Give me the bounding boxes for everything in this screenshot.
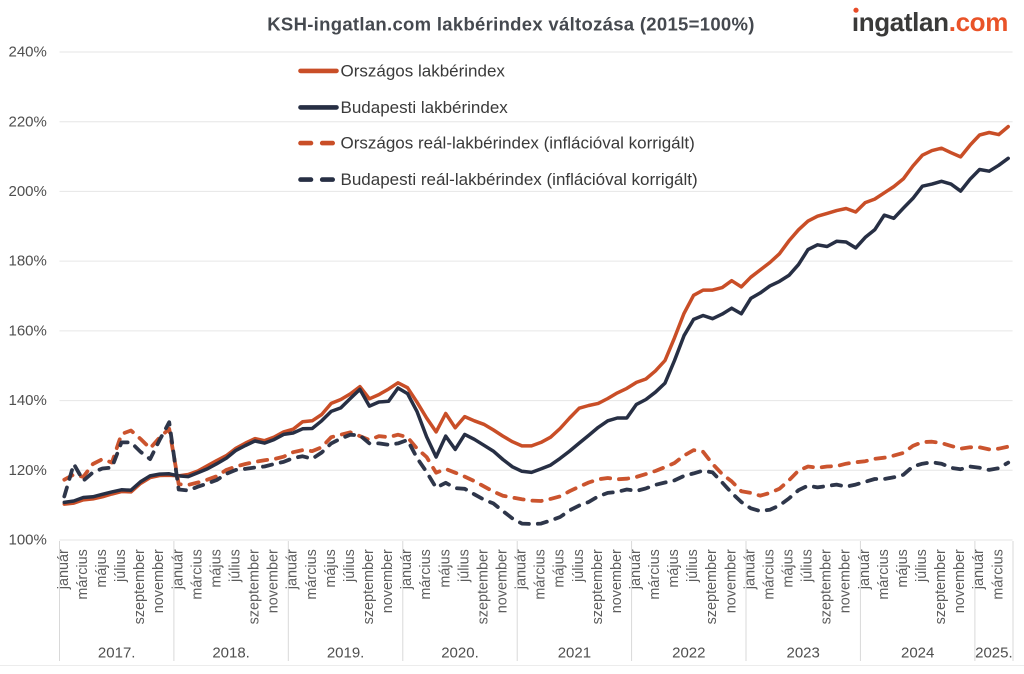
svg-text:2018.: 2018. xyxy=(212,645,250,662)
svg-text:Országos reál-lakbérindex (inf: Országos reál-lakbérindex (inflációval k… xyxy=(341,134,695,153)
svg-text:május: május xyxy=(781,549,797,587)
svg-text:május: május xyxy=(208,549,224,587)
svg-text:március: március xyxy=(418,549,434,599)
svg-text:január: január xyxy=(742,549,758,590)
svg-text:200%: 200% xyxy=(9,183,47,200)
svg-text:május: május xyxy=(666,549,682,587)
svg-text:ingatlan.com: ingatlan.com xyxy=(852,7,1008,37)
svg-text:2020.: 2020. xyxy=(441,645,479,662)
svg-text:január: január xyxy=(628,549,644,590)
svg-text:Országos lakbérindex: Országos lakbérindex xyxy=(341,61,506,80)
svg-text:január: január xyxy=(399,549,415,590)
svg-text:január: január xyxy=(170,549,186,590)
svg-text:szeptember: szeptember xyxy=(819,549,835,624)
svg-text:január: január xyxy=(285,549,301,590)
svg-text:2021: 2021 xyxy=(558,645,591,662)
svg-text:július: július xyxy=(800,549,816,583)
svg-text:szeptember: szeptember xyxy=(933,549,949,624)
svg-text:május: május xyxy=(552,549,568,587)
svg-text:november: november xyxy=(151,549,167,613)
svg-text:szeptember: szeptember xyxy=(475,549,491,624)
svg-text:március: március xyxy=(304,549,320,599)
svg-text:180%: 180% xyxy=(9,253,47,270)
svg-text:Budapesti lakbérindex: Budapesti lakbérindex xyxy=(341,98,509,117)
svg-text:május: május xyxy=(323,549,339,587)
svg-text:július: július xyxy=(456,549,472,583)
svg-text:Budapesti reál-lakbérindex (in: Budapesti reál-lakbérindex (inflációval … xyxy=(341,170,698,189)
svg-text:március: március xyxy=(75,549,91,599)
svg-text:2024: 2024 xyxy=(901,645,934,662)
svg-text:KSH-ingatlan.com lakbérindex v: KSH-ingatlan.com lakbérindex változása (… xyxy=(267,13,754,34)
svg-text:2025.: 2025. xyxy=(975,645,1013,662)
svg-text:szeptember: szeptember xyxy=(132,549,148,624)
svg-text:január: január xyxy=(56,549,72,590)
svg-text:160%: 160% xyxy=(9,323,47,340)
svg-text:november: november xyxy=(266,549,282,613)
svg-text:január: január xyxy=(971,549,987,590)
svg-text:január: január xyxy=(857,549,873,590)
svg-text:szeptember: szeptember xyxy=(247,549,263,624)
svg-text:140%: 140% xyxy=(9,392,47,409)
svg-text:március: március xyxy=(189,549,205,599)
svg-text:július: július xyxy=(685,549,701,583)
svg-text:március: március xyxy=(762,549,778,599)
svg-text:július: július xyxy=(228,549,244,583)
svg-text:szeptember: szeptember xyxy=(361,549,377,624)
svg-text:november: november xyxy=(380,549,396,613)
svg-text:január: január xyxy=(514,549,530,590)
svg-text:szeptember: szeptember xyxy=(590,549,606,624)
svg-text:2017.: 2017. xyxy=(98,645,136,662)
svg-text:július: július xyxy=(571,549,587,583)
svg-text:2022: 2022 xyxy=(672,645,705,662)
svg-text:július: július xyxy=(342,549,358,583)
svg-text:május: május xyxy=(895,549,911,587)
svg-text:100%: 100% xyxy=(9,532,47,549)
svg-text:május: május xyxy=(437,549,453,587)
svg-text:november: november xyxy=(723,549,739,613)
svg-text:november: november xyxy=(952,549,968,613)
svg-text:július: július xyxy=(914,549,930,583)
svg-text:március: március xyxy=(990,549,1006,599)
svg-text:2019.: 2019. xyxy=(327,645,365,662)
svg-text:március: március xyxy=(533,549,549,599)
svg-text:220%: 220% xyxy=(9,113,47,130)
svg-text:120%: 120% xyxy=(9,462,47,479)
svg-text:március: március xyxy=(876,549,892,599)
svg-text:november: november xyxy=(838,549,854,613)
svg-text:2023: 2023 xyxy=(787,645,820,662)
svg-text:március: március xyxy=(647,549,663,599)
svg-text:május: május xyxy=(94,549,110,587)
svg-text:július: július xyxy=(113,549,129,583)
svg-text:240%: 240% xyxy=(9,44,47,61)
svg-text:november: november xyxy=(609,549,625,613)
svg-text:szeptember: szeptember xyxy=(704,549,720,624)
svg-text:november: november xyxy=(495,549,511,613)
